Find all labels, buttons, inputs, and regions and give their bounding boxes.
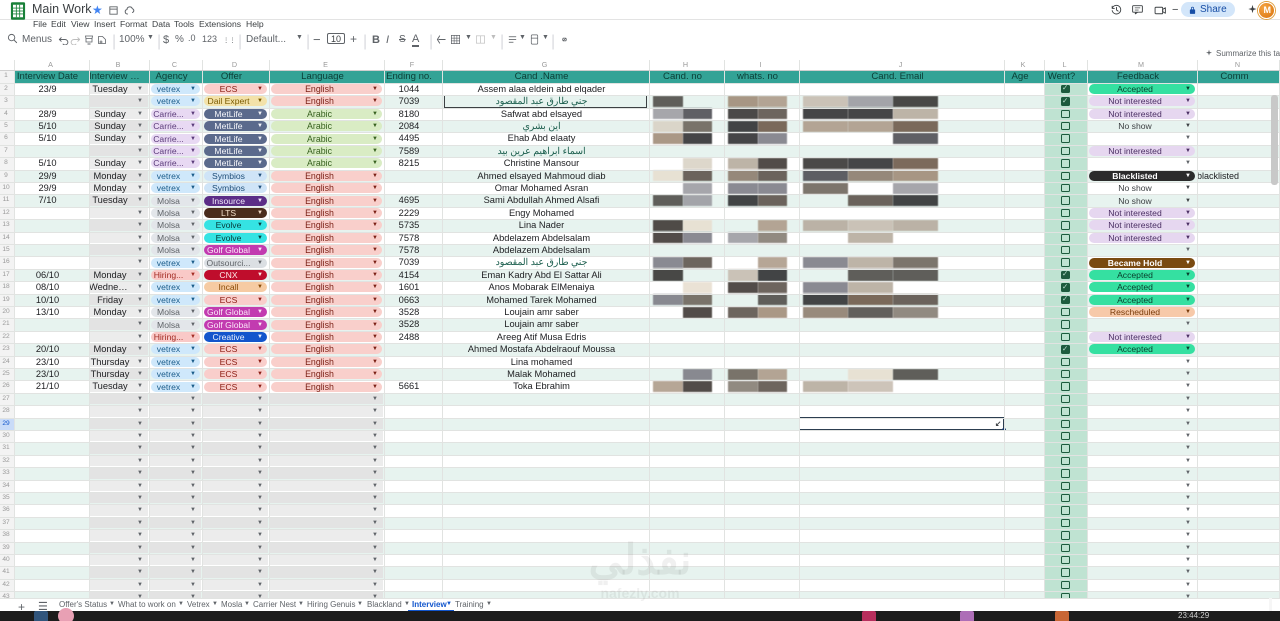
svg-text:⋮⋮: ⋮⋮ bbox=[223, 37, 233, 44]
